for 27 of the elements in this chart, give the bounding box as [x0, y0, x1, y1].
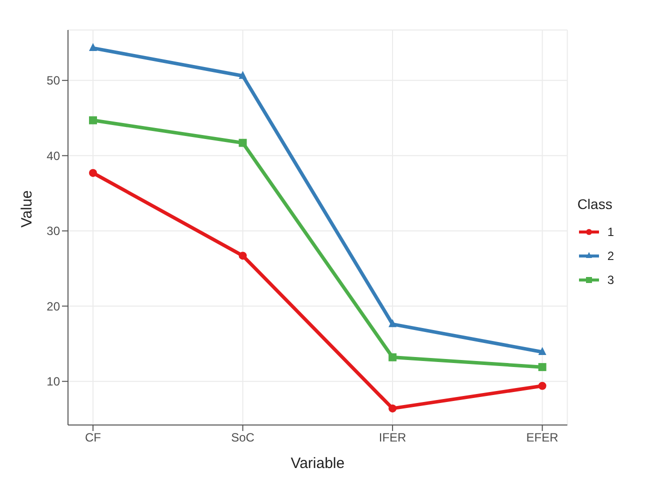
y-axis-title: Value	[18, 190, 36, 228]
point	[89, 116, 97, 124]
point	[238, 252, 247, 260]
point	[388, 353, 397, 362]
point	[538, 347, 546, 356]
y-tick-label: 10	[46, 374, 60, 389]
point	[89, 43, 97, 52]
x-tick-label: SoC	[231, 430, 255, 445]
x-tick-label: CF	[85, 430, 101, 445]
point	[238, 138, 247, 147]
x-tick-label: IFER	[378, 430, 407, 445]
legend-label: 3	[607, 273, 614, 287]
y-tick-label: 30	[46, 224, 60, 238]
y-tick-label: 40	[46, 148, 60, 163]
legend-label: 1	[607, 225, 614, 239]
point	[388, 404, 397, 412]
y-tick-label: 50	[46, 74, 60, 88]
point	[538, 382, 546, 390]
point	[388, 319, 397, 328]
legend-title: Class	[577, 196, 614, 212]
y-tick-label: 20	[46, 299, 60, 314]
point	[89, 168, 97, 177]
point	[238, 70, 247, 79]
legend-label: 2	[607, 249, 614, 263]
point	[538, 363, 546, 372]
x-axis-title: Variable	[290, 455, 345, 472]
x-tick-label: EFER	[526, 430, 559, 445]
